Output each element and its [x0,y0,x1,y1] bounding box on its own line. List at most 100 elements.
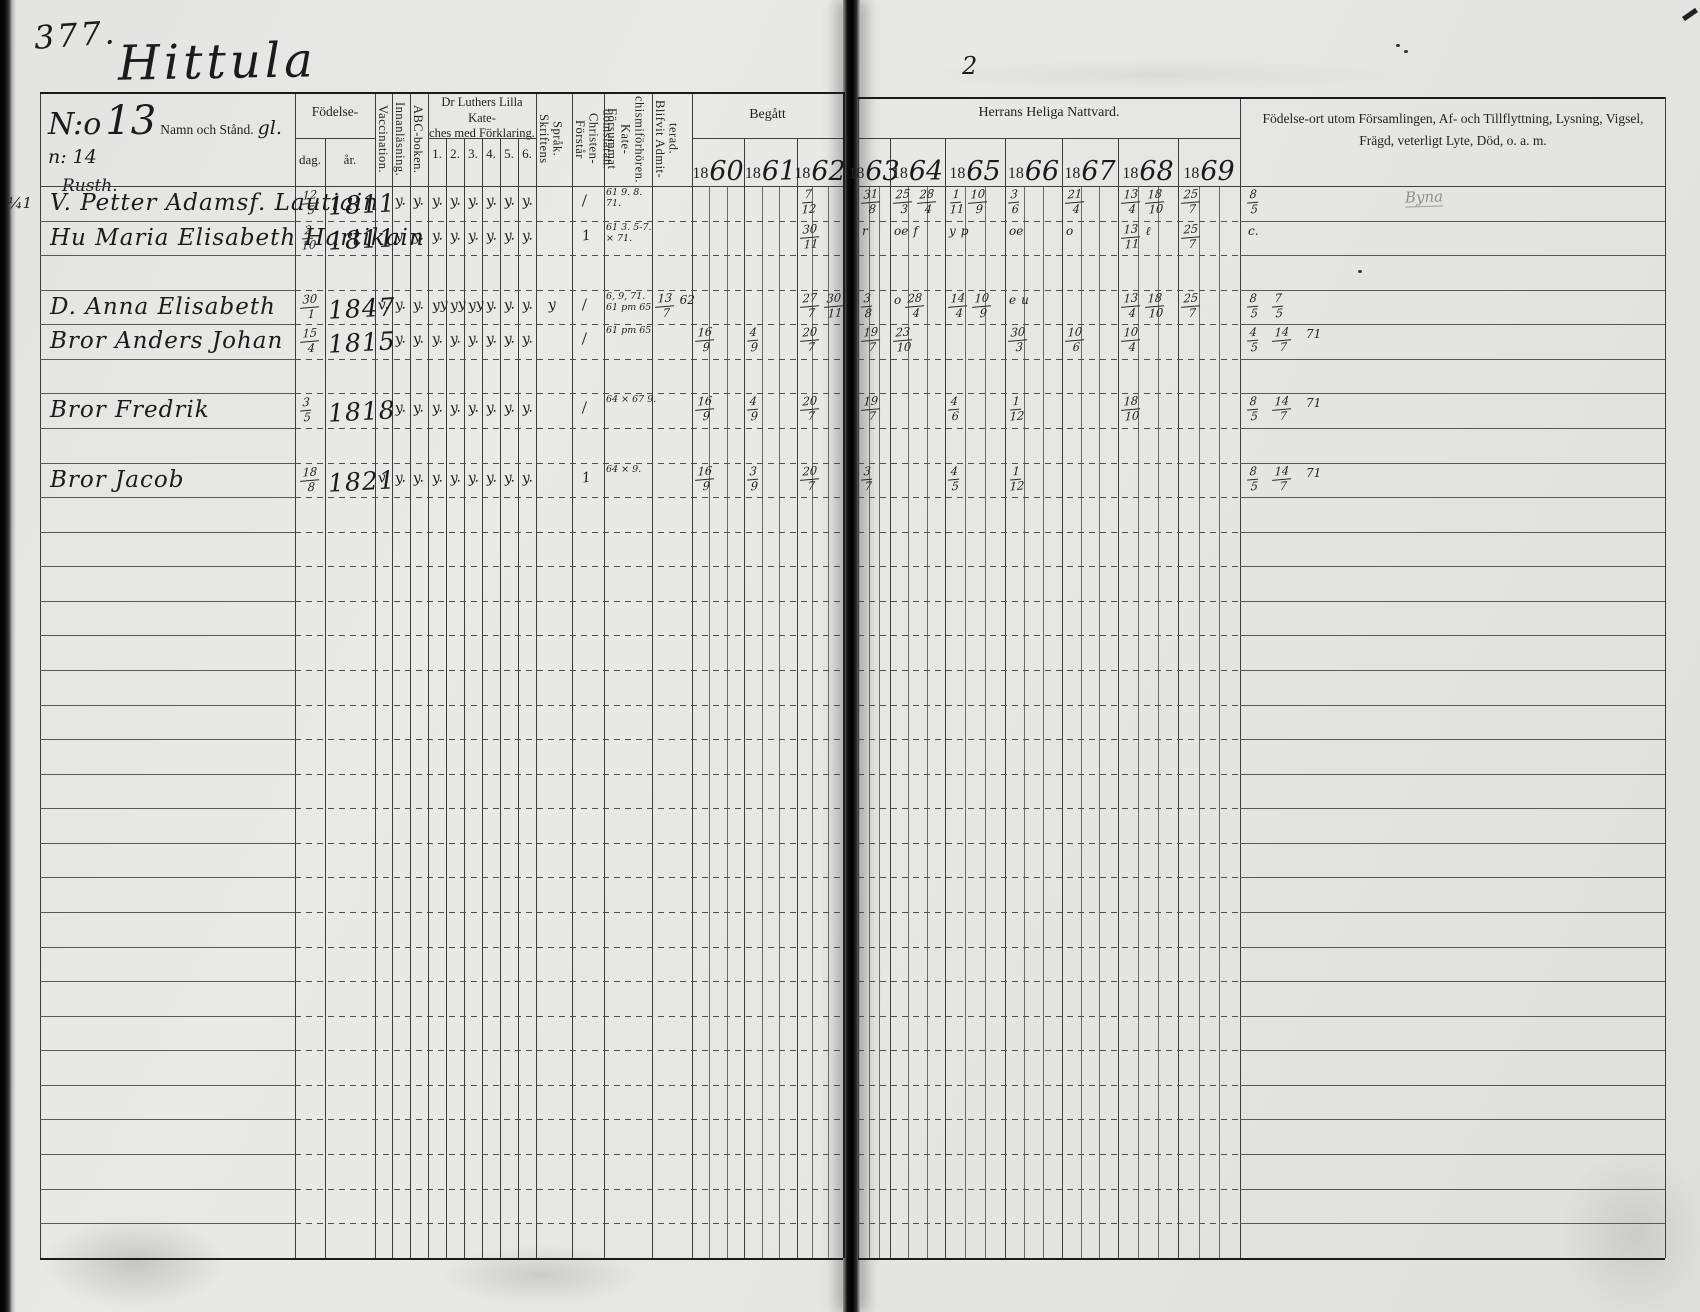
year-label-1862: 18 62 [794,139,845,186]
check-mark-abc: y. [411,399,425,417]
date-fraction: 21 4 [1065,186,1086,216]
check-mark-katech-6: y. [520,330,534,348]
date-fraction: 16 9 [695,393,716,423]
grid-line [1240,97,1241,1258]
communion-entry-1864: 23 10 [893,324,913,354]
grid-line [858,808,1240,809]
check-mark-innan: y. [393,192,407,210]
communion-entry-1866: 1 12 [1009,464,1024,494]
forsummat-note: 61 pm 65 [606,325,651,337]
grid-line [295,1050,843,1051]
year-label-1864: 18 64 [890,139,945,186]
grid-line [709,186,710,1258]
grid-line [40,739,295,740]
birth-day: 18 8 [300,464,321,494]
check-mark-katech-6: y. [520,296,534,314]
grid-line [40,843,295,844]
grid-line [40,463,295,464]
grid-line [858,1119,1240,1120]
grid-line [482,138,483,1258]
grid-line [40,92,843,94]
check-mark-abc: y. [411,330,425,348]
grid-line [40,774,295,775]
grid-line [1240,981,1665,982]
year-suffix: 63 [865,156,900,188]
grid-line [325,138,326,1258]
communion-entry-1866: oe [1009,224,1023,238]
grid-line [858,670,1240,671]
date-fraction: 18 8 [300,464,321,494]
grid-line [295,1085,843,1086]
grid-line [295,463,843,464]
grid-line [295,1119,843,1120]
grid-line [858,912,1240,913]
grid-line [858,97,859,1258]
grid-line [869,186,870,1258]
grid-line [858,255,1240,256]
year-label-1860: 18 60 [692,139,744,186]
year-prefix: 18 [1064,165,1081,182]
grid-line [858,1258,1665,1260]
communion-entry-1868: 18 10 [1121,393,1141,423]
communion-entry-1862: 27 7 30 11 [800,290,844,320]
communion-entry-1865: 14 4 10 9 [948,290,992,320]
check-mark-katech-5: y. [502,469,516,487]
check-mark-katech-6: y. [520,399,534,417]
grid-line [1240,912,1665,913]
grid-line [1240,1223,1665,1224]
grid-line [295,1223,843,1224]
date-fraction: 13 4 [1121,186,1142,216]
year-label-1868: 18 68 [1118,139,1178,186]
communion-entry-1862: 20 7 [800,393,820,423]
catechism-line1: Dr Luthers Lilla Kate- [441,95,523,125]
notes-entry: 8 5 14 7 71 [1247,463,1321,493]
forsummat-note: 64 × 9. [606,464,641,476]
grid-line [1240,290,1665,291]
date-fraction: 14 7 [1272,463,1293,493]
handwritten-mark: y [949,224,956,238]
column-header-notes: Födelse-ort utom Församlingen, Af- och T… [1250,108,1656,151]
name-col-subannotation: Rusth. [62,175,118,196]
check-mark-innan: y. [393,330,407,348]
grid-line [858,97,1665,99]
grid-line [40,1223,295,1224]
grid-line [295,912,843,913]
rotated-header-f-rsummat-kate-chismif-rh-ren-: Försummat Kate- chismiförhören. [604,96,647,183]
grid-line [40,877,295,878]
grid-line [40,566,295,567]
date-fraction: 20 7 [800,463,821,493]
date-fraction: 7 12 [801,186,817,217]
person-name: V. Petter Adamsf. Lautiain [50,190,379,216]
grid-line [927,186,928,1258]
notes-entry: c. [1248,224,1259,238]
grid-line [604,92,605,1258]
grid-line [1005,138,1006,1258]
check-mark-katech-4: y. [484,296,498,314]
column-header-birth-day: dag. [298,152,322,167]
book-binding [843,0,860,1312]
communion-entry-1868: 13 11 ℓ [1121,221,1151,251]
scan-corner-mark [1682,7,1698,22]
communion-entry-1860: 16 9 [695,463,715,493]
scan-smudge [440,1245,640,1305]
communion-entry-1866: 1 12 [1009,394,1024,424]
notes-header-line1: Födelse-ort utom Församlingen, Af- och T… [1262,111,1644,126]
forsummat-note: 61 9. 8. 71. [606,187,642,210]
year-label-1869: 18 69 [1178,139,1240,186]
grid-line [727,186,728,1258]
grid-line [858,635,1240,636]
grid-line [858,947,1240,948]
column-header-birth: Födelse- [311,104,359,119]
grid-line [40,92,41,1258]
year-suffix: 61 [761,156,797,188]
grid-line [40,186,843,187]
no-value: 13 [105,98,157,144]
grid-line [858,463,1240,464]
handwritten-mark: o [894,293,902,307]
grid-line [40,1189,295,1190]
grid-line [858,705,1240,706]
